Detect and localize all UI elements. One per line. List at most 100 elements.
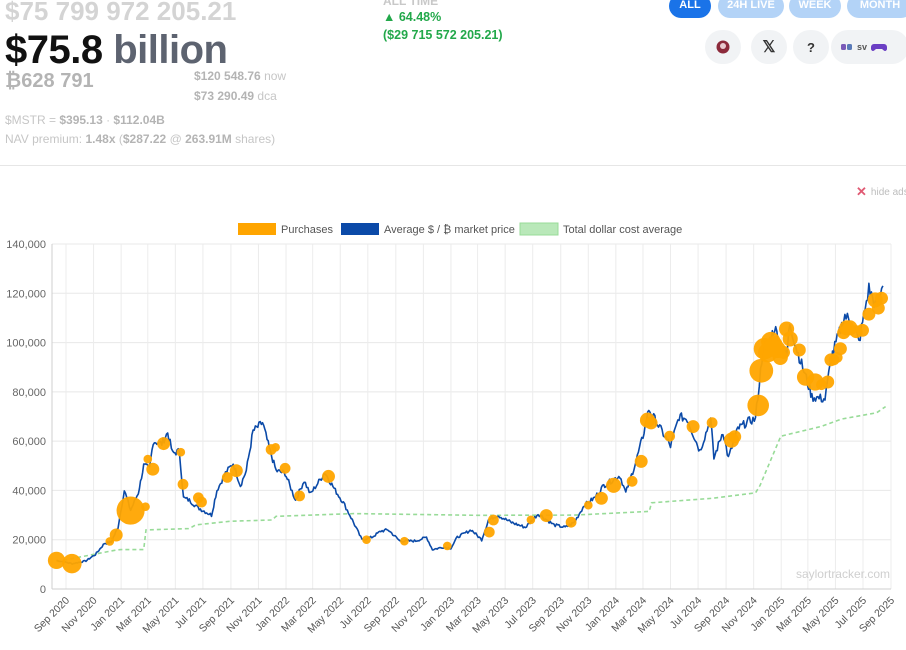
btc-price-dca-value: $73 290.49: [194, 89, 255, 103]
nav-at: @: [166, 132, 186, 146]
purchase-point: [196, 496, 207, 508]
x-logo-icon: 𝕏: [762, 39, 776, 56]
btc-price-now-label: now: [264, 69, 287, 83]
mstr-price: $395.13: [59, 113, 103, 127]
change-percent: ▲ 64.48%: [383, 10, 442, 24]
purchase-point: [146, 462, 160, 476]
purchase-point: [62, 553, 82, 574]
purchase-point: [279, 462, 291, 474]
range-week-button[interactable]: WEEK: [789, 0, 841, 18]
legend-label: Total dollar cost average: [563, 224, 682, 236]
mstr-separator: ·: [102, 113, 114, 127]
gamepad-icon: [871, 44, 888, 51]
question-icon: ?: [807, 39, 815, 55]
legend-swatch: [519, 222, 559, 236]
avatar-button[interactable]: [705, 30, 741, 64]
purchase-point: [606, 477, 622, 493]
nav-label: NAV premium:: [5, 132, 86, 146]
btc-price-dca-label: dca: [257, 89, 277, 103]
purchase-point: [583, 500, 593, 510]
y-tick-label: 20,000: [12, 535, 46, 547]
purchase-point: [143, 454, 153, 464]
previous-value-text: $75 799 972 205.21: [5, 0, 237, 26]
purchase-point: [141, 502, 150, 512]
change-absolute: ($29 715 572 205.21): [383, 28, 503, 42]
watermark-text: saylortracker.com: [796, 567, 890, 581]
btc-price-now: $120 548.76 now: [194, 69, 286, 83]
holdings-value-unit: billion: [113, 28, 228, 72]
header-divider: [0, 165, 906, 166]
purchase-point: [565, 516, 577, 528]
mstr-market-cap: $112.04B: [113, 113, 165, 127]
btc-price-now-value: $120 548.76: [194, 69, 261, 83]
range-24h-live-button[interactable]: 24H LIVE: [718, 0, 784, 18]
purchase-point: [686, 420, 700, 434]
legend-item: Purchases: [238, 223, 333, 236]
purchase-point: [322, 469, 335, 483]
sv-menu-button[interactable]: sv: [831, 30, 906, 64]
btc-price-dca: $73 290.49 dca: [194, 89, 277, 103]
legend-label: Average $ / ₿ market price: [384, 224, 515, 236]
purchase-point: [488, 514, 499, 526]
purchase-point: [792, 343, 806, 357]
y-tick-label: 100,000: [6, 338, 46, 350]
nav-premium: NAV premium: 1.48x ($287.22 @ 263.91M sh…: [5, 132, 275, 146]
purchase-point: [526, 515, 536, 525]
nav-shares: 263.91M: [185, 132, 232, 146]
purchase-point: [875, 291, 888, 305]
y-tick-label: 120,000: [6, 288, 46, 300]
purchase-point: [594, 491, 608, 505]
purchase-point: [442, 541, 452, 551]
all-time-label: ALL TIME: [383, 0, 439, 8]
x-share-button[interactable]: 𝕏: [751, 30, 787, 64]
purchase-point: [400, 536, 409, 546]
sv-badge-icon: [841, 44, 852, 50]
nav-price: $287.22: [122, 132, 167, 146]
purchase-point: [177, 478, 189, 490]
purchase-point: [871, 301, 885, 315]
mstr-label: $MSTR =: [5, 113, 60, 127]
purchase-point: [782, 331, 798, 347]
purchase-point: [176, 447, 186, 457]
purchase-point: [626, 475, 638, 487]
btc-holdings: ₿628 791: [5, 70, 94, 92]
range-month-button[interactable]: MONTH: [847, 0, 906, 18]
nav-tail: shares): [231, 132, 276, 146]
y-tick-label: 140,000: [6, 239, 46, 251]
dca-line: [56, 405, 887, 563]
purchase-point: [664, 430, 675, 442]
purchase-point: [821, 375, 835, 389]
holdings-value-number: $75.8: [5, 28, 103, 72]
purchase-point: [777, 345, 790, 359]
y-tick-label: 80,000: [12, 387, 46, 399]
hide-ads-link[interactable]: ✕ hide ads: [856, 184, 906, 200]
purchase-point: [856, 323, 869, 337]
price-line: [56, 282, 884, 566]
purchase-point: [109, 528, 123, 542]
purchase-point: [229, 464, 243, 478]
purchase-point: [116, 496, 145, 525]
mstr-info: $MSTR = $395.13 · $112.04B: [5, 113, 165, 127]
purchase-point: [362, 535, 371, 545]
purchase-point: [747, 394, 769, 417]
purchase-point: [749, 358, 774, 383]
avatar-icon: [716, 40, 730, 54]
purchase-point: [644, 416, 658, 430]
range-all-button[interactable]: ALL: [669, 0, 711, 18]
y-tick-label: 60,000: [12, 436, 46, 448]
legend-swatch: [341, 223, 379, 235]
legend-item: Average $ / ₿ market price: [341, 223, 515, 236]
purchase-point: [221, 472, 233, 483]
purchase-point: [833, 342, 847, 356]
sv-label: sv: [857, 42, 868, 52]
close-icon: ✕: [856, 184, 867, 199]
legend-swatch: [238, 223, 276, 235]
purchase-point: [47, 551, 66, 570]
legend-item: Total dollar cost average: [519, 222, 682, 236]
purchase-point: [157, 437, 171, 451]
y-tick-label: 40,000: [12, 485, 46, 497]
help-button[interactable]: ?: [793, 30, 829, 64]
legend-label: Purchases: [281, 224, 333, 236]
